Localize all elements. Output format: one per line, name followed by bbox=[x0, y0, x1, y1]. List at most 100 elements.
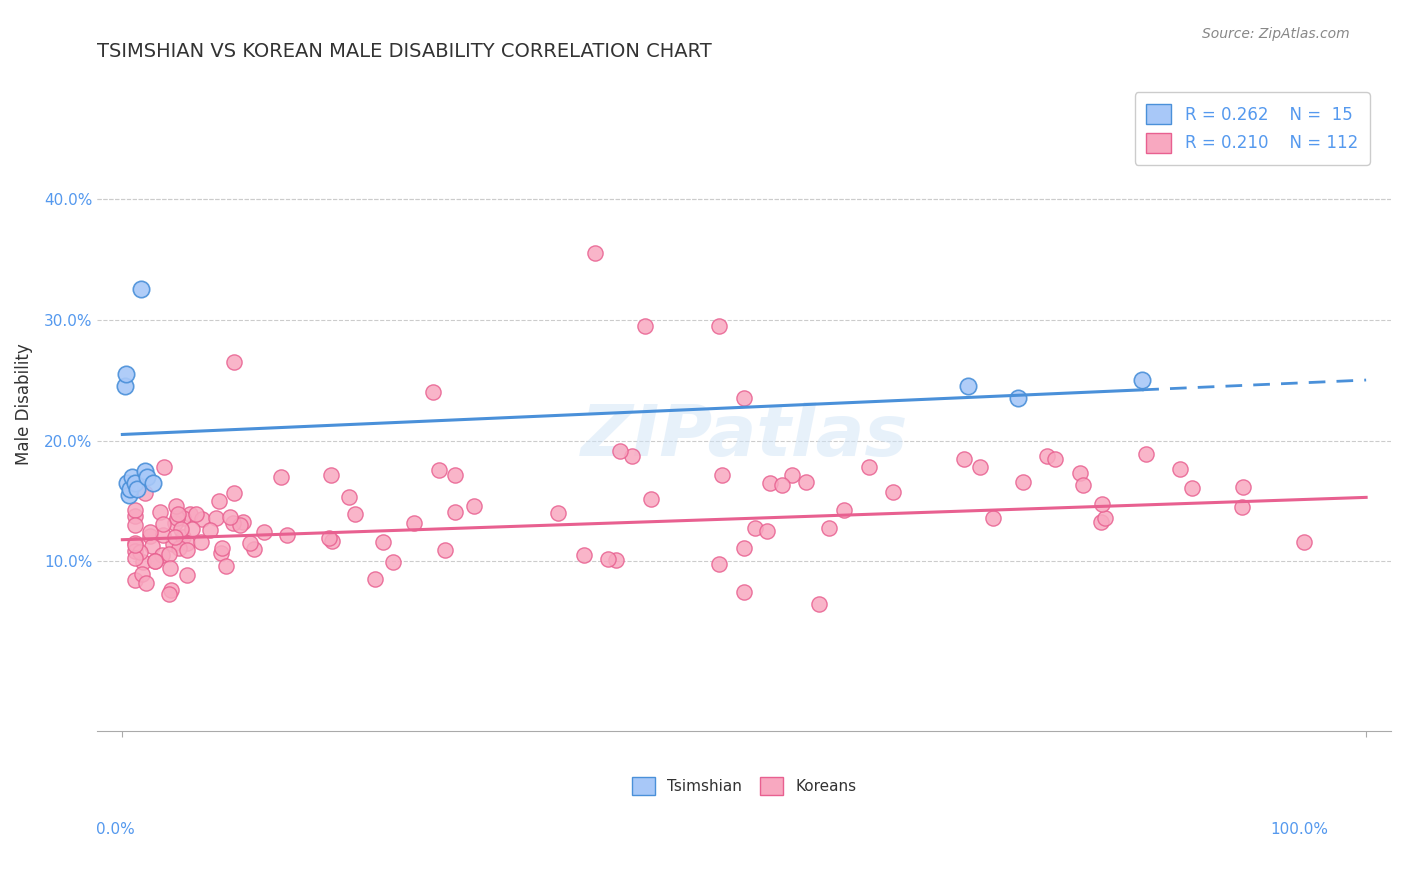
Point bbox=[124, 503, 146, 517]
Point bbox=[337, 490, 360, 504]
Point bbox=[176, 543, 198, 558]
Point bbox=[832, 503, 855, 517]
Point bbox=[162, 537, 184, 551]
Point bbox=[124, 509, 146, 524]
Point bbox=[191, 512, 214, 526]
Text: 100.0%: 100.0% bbox=[1271, 822, 1329, 837]
Point bbox=[1036, 449, 1059, 463]
Point bbox=[190, 535, 212, 549]
Point bbox=[142, 475, 165, 490]
Point bbox=[239, 536, 262, 550]
Point bbox=[1094, 511, 1116, 525]
Point bbox=[605, 553, 627, 567]
Point bbox=[817, 520, 839, 534]
Text: TSIMSHIAN VS KOREAN MALE DISABILITY CORRELATION CHART: TSIMSHIAN VS KOREAN MALE DISABILITY CORR… bbox=[97, 42, 713, 61]
Text: ZIPatlas: ZIPatlas bbox=[581, 402, 908, 471]
Point bbox=[758, 475, 780, 490]
Point bbox=[782, 468, 804, 483]
Point bbox=[114, 379, 136, 393]
Point bbox=[124, 574, 146, 588]
Point bbox=[204, 511, 226, 525]
Point bbox=[1130, 373, 1153, 387]
Point bbox=[609, 443, 631, 458]
Point bbox=[270, 469, 292, 483]
Point bbox=[117, 488, 139, 502]
Point bbox=[167, 541, 190, 555]
Point bbox=[796, 475, 818, 489]
Point bbox=[172, 530, 194, 544]
Point bbox=[224, 485, 246, 500]
Point bbox=[186, 508, 208, 522]
Point bbox=[209, 546, 232, 560]
Point bbox=[150, 548, 173, 562]
Point bbox=[596, 552, 619, 566]
Point bbox=[710, 467, 733, 482]
Point bbox=[165, 499, 187, 513]
Point bbox=[211, 541, 233, 555]
Point bbox=[219, 510, 242, 524]
Point bbox=[344, 507, 367, 521]
Point bbox=[957, 379, 980, 393]
Point bbox=[163, 530, 186, 544]
Point bbox=[127, 482, 149, 496]
Point bbox=[634, 318, 657, 333]
Point bbox=[733, 541, 755, 556]
Point bbox=[222, 516, 245, 531]
Point bbox=[207, 493, 229, 508]
Point bbox=[807, 597, 830, 611]
Text: Source: ZipAtlas.com: Source: ZipAtlas.com bbox=[1202, 27, 1350, 41]
Point bbox=[1232, 480, 1254, 494]
Point bbox=[134, 486, 156, 500]
Point bbox=[547, 506, 569, 520]
Point bbox=[128, 545, 150, 559]
Point bbox=[129, 282, 152, 296]
Point bbox=[117, 475, 139, 490]
Point bbox=[373, 534, 395, 549]
Point bbox=[152, 517, 174, 532]
Point bbox=[422, 385, 444, 400]
Point bbox=[131, 566, 153, 581]
Point bbox=[404, 516, 426, 530]
Point bbox=[1071, 477, 1094, 491]
Point bbox=[215, 559, 238, 574]
Point bbox=[229, 518, 252, 533]
Point bbox=[159, 560, 181, 574]
Point bbox=[1135, 448, 1157, 462]
Point bbox=[232, 516, 254, 530]
Point bbox=[443, 467, 465, 482]
Point bbox=[709, 318, 731, 333]
Legend: Tsimshian, Koreans: Tsimshian, Koreans bbox=[626, 771, 863, 802]
Point bbox=[969, 459, 991, 474]
Point bbox=[179, 507, 201, 521]
Point bbox=[198, 524, 221, 538]
Point bbox=[157, 587, 180, 601]
Point bbox=[167, 507, 190, 521]
Point bbox=[318, 531, 340, 545]
Point bbox=[121, 470, 143, 484]
Point bbox=[136, 470, 159, 484]
Point bbox=[135, 575, 157, 590]
Point bbox=[444, 505, 467, 519]
Point bbox=[463, 499, 485, 513]
Point bbox=[143, 554, 166, 568]
Point bbox=[321, 534, 343, 549]
Point bbox=[434, 542, 457, 557]
Point bbox=[1181, 481, 1204, 495]
Point bbox=[1011, 475, 1033, 489]
Point bbox=[276, 528, 298, 542]
Point bbox=[157, 547, 180, 561]
Point bbox=[118, 482, 141, 496]
Point bbox=[770, 478, 793, 492]
Point bbox=[176, 567, 198, 582]
Point bbox=[321, 468, 343, 483]
Point bbox=[243, 541, 266, 556]
Point bbox=[124, 538, 146, 552]
Point bbox=[953, 452, 976, 467]
Point bbox=[170, 522, 193, 536]
Point bbox=[583, 246, 606, 260]
Point bbox=[882, 484, 904, 499]
Point bbox=[981, 510, 1004, 524]
Point bbox=[138, 529, 160, 543]
Point bbox=[709, 558, 731, 572]
Point bbox=[253, 525, 276, 540]
